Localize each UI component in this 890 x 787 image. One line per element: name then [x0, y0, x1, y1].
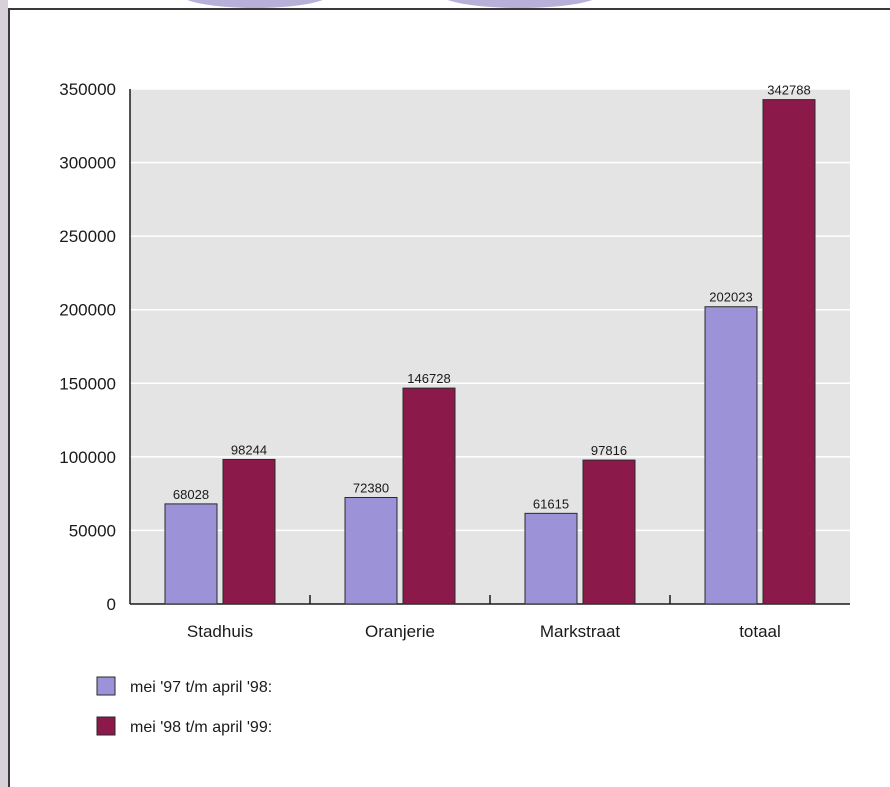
data-label: 98244: [231, 442, 267, 457]
data-label: 146728: [407, 371, 450, 386]
x-tick-label: Markstraat: [540, 622, 621, 641]
y-tick-label: 350000: [59, 80, 116, 99]
bar: [762, 99, 816, 605]
header-decoration: [180, 0, 330, 8]
y-tick-label: 300000: [59, 154, 116, 173]
legend-label: mei '97 t/m april '98:: [130, 679, 272, 696]
bar: [524, 512, 578, 605]
bar: [582, 459, 636, 605]
page-top-border: [8, 8, 890, 10]
data-label: 342788: [767, 83, 810, 98]
bar: [222, 458, 276, 605]
page-left-margin: [0, 0, 8, 787]
legend-swatch: [96, 716, 116, 736]
bar: [164, 503, 218, 605]
y-tick-label: 50000: [69, 521, 116, 540]
legend-label: mei '98 t/m april '99:: [130, 719, 272, 736]
data-label: 61615: [533, 496, 569, 511]
legend-swatch: [96, 676, 116, 696]
x-tick-label: Oranjerie: [365, 622, 435, 641]
y-tick-label: 150000: [59, 374, 116, 393]
x-tick-label: Stadhuis: [187, 622, 253, 641]
data-label: 68028: [173, 487, 209, 502]
page-left-border: [8, 8, 10, 787]
data-label: 202023: [709, 290, 752, 305]
data-label: 97816: [591, 443, 627, 458]
y-tick-label: 200000: [59, 301, 116, 320]
bar: [402, 387, 456, 605]
y-tick-label: 0: [107, 595, 116, 614]
y-tick-label: 250000: [59, 227, 116, 246]
data-label: 72380: [353, 480, 389, 495]
header-decoration: [440, 0, 600, 8]
y-tick-label: 100000: [59, 448, 116, 467]
bar: [344, 496, 398, 605]
x-tick-label: totaal: [739, 622, 781, 641]
bar: [704, 306, 758, 605]
